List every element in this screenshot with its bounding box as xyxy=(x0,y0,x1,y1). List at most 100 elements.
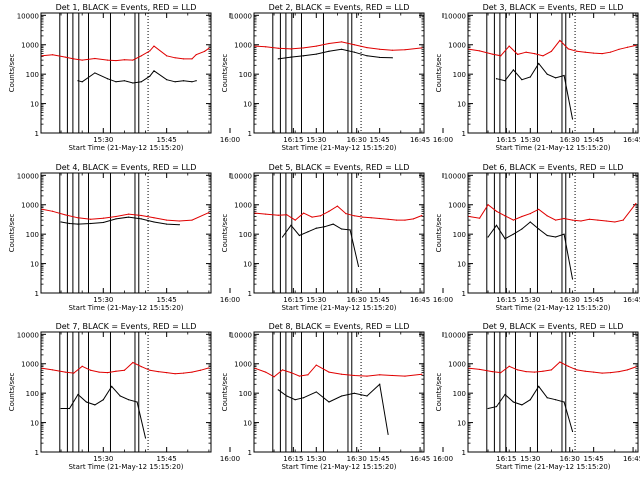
x-tick-label: 15:30 xyxy=(93,296,113,304)
events-data-point xyxy=(529,221,531,223)
x-tick-label: 15:30 xyxy=(93,455,113,463)
panel-det-1: Det 1, BLACK = Events, RED = LLD 1 10 100 10… xyxy=(8,3,430,152)
lld-data-point xyxy=(182,372,185,374)
events-data-point xyxy=(191,81,193,83)
lld-data-point xyxy=(341,373,343,375)
panel-title: Det 5, BLACK = Events, RED = LLD xyxy=(269,163,410,172)
y-tick-label: 10000 xyxy=(17,172,39,180)
events-data-point xyxy=(487,407,489,410)
panel-title: Det 9, BLACK = Events, RED = LLD xyxy=(483,322,624,331)
lld-data-point xyxy=(132,59,134,61)
panel-det-5: Det 5, BLACK = Events, RED = LLD 1 10 100 10… xyxy=(221,163,640,312)
events-data-point xyxy=(123,80,126,82)
x-tick-label: 15:45 xyxy=(157,296,177,304)
events-data-point xyxy=(341,48,343,50)
events-data-point xyxy=(85,401,88,403)
events-data-point xyxy=(328,401,330,403)
x-tick-label: 16:45 xyxy=(623,296,640,304)
lld-data-point xyxy=(563,217,565,220)
events-data-point xyxy=(538,62,540,65)
x-tick-label: 16:15 xyxy=(496,136,516,144)
y-axis-label: Counts/sec xyxy=(8,373,16,412)
lld-data-point xyxy=(533,371,536,373)
lld-data-point xyxy=(52,369,54,371)
lld-data-point xyxy=(391,49,393,51)
y-tick-label: 10000 xyxy=(444,331,466,339)
lld-data-point xyxy=(609,51,612,53)
lld-data-point xyxy=(52,54,54,56)
events-data-point xyxy=(286,395,288,397)
events-data-point xyxy=(94,72,96,74)
lld-data-point xyxy=(208,47,210,49)
events-data-point xyxy=(277,58,279,60)
lld-data-point xyxy=(593,371,595,373)
lld-data-point xyxy=(626,369,629,371)
lld-data-point xyxy=(379,217,381,220)
lld-data-point xyxy=(345,213,347,215)
lld-data-point xyxy=(140,365,142,368)
x-tick-label: 16:15 xyxy=(496,296,516,304)
y-tick-label: 1 xyxy=(248,290,252,298)
x-tick-label: 15:30 xyxy=(306,296,326,304)
lld-data-point xyxy=(115,370,117,372)
events-data-point xyxy=(68,407,71,410)
lld-data-point xyxy=(149,50,151,52)
events-data-point xyxy=(111,385,113,387)
lld-data-point xyxy=(254,212,256,214)
y-tick-label: 10 xyxy=(30,101,39,109)
lld-data-point xyxy=(387,218,389,220)
lld-data-point xyxy=(208,212,210,214)
lld-data-point xyxy=(182,58,185,60)
lld-data-point xyxy=(303,47,305,49)
plot-frame xyxy=(253,331,425,453)
lld-data-point xyxy=(525,371,527,373)
lld-data-point xyxy=(404,49,406,51)
x-tick-label: 16:15 xyxy=(283,136,303,144)
events-data-point xyxy=(298,234,301,237)
x-tick-label: 16:00 xyxy=(220,136,240,144)
panel-det-6: Det 6, BLACK = Events, RED = LLD 1 10 100 10… xyxy=(435,163,639,312)
lld-data-point xyxy=(525,51,527,53)
lld-data-point xyxy=(166,219,168,221)
x-axis-label: Start Time (21-May-12 15:15:20) xyxy=(495,144,610,152)
lld-data-point xyxy=(294,219,296,221)
events-data-point xyxy=(538,228,540,230)
lld-data-point xyxy=(195,54,197,56)
y-tick-label: 10 xyxy=(457,101,466,109)
x-tick-label: 16:00 xyxy=(433,296,453,304)
lld-data-point xyxy=(559,361,561,363)
lld-data-point xyxy=(64,56,66,58)
lld-data-point xyxy=(102,217,104,219)
events-data-point xyxy=(77,223,79,225)
y-tick-label: 10 xyxy=(457,261,466,269)
lld-series-line xyxy=(469,39,637,57)
events-data-point xyxy=(60,407,62,410)
y-tick-label: 1000 xyxy=(448,202,466,210)
lld-data-point xyxy=(542,55,544,57)
events-data-point xyxy=(277,389,279,391)
lld-data-point xyxy=(81,59,83,61)
y-tick-label: 1 xyxy=(35,449,39,457)
y-tick-label: 10 xyxy=(243,101,252,109)
events-series-line xyxy=(278,383,389,435)
events-data-point xyxy=(512,233,515,235)
x-tick-label: 15:45 xyxy=(157,136,177,144)
lld-data-point xyxy=(584,370,586,372)
x-tick-label: 16:00 xyxy=(433,136,453,144)
x-tick-label: 15:45 xyxy=(584,455,604,463)
events-data-point xyxy=(332,223,334,225)
y-tick-label: 1000 xyxy=(21,42,39,50)
lld-data-point xyxy=(132,361,134,364)
y-tick-label: 1 xyxy=(35,130,39,138)
events-data-point xyxy=(290,224,292,226)
events-data-point xyxy=(546,397,548,399)
x-tick-label: 16:45 xyxy=(410,136,430,144)
x-tick-label: 16:45 xyxy=(410,296,430,304)
y-tick-label: 100 xyxy=(453,231,466,239)
panel-title: Det 2, BLACK = Events, RED = LLD xyxy=(269,3,410,12)
lld-data-point xyxy=(94,57,96,60)
lld-data-point xyxy=(64,371,66,373)
lld-data-point xyxy=(593,52,595,54)
lld-data-point xyxy=(149,369,151,371)
